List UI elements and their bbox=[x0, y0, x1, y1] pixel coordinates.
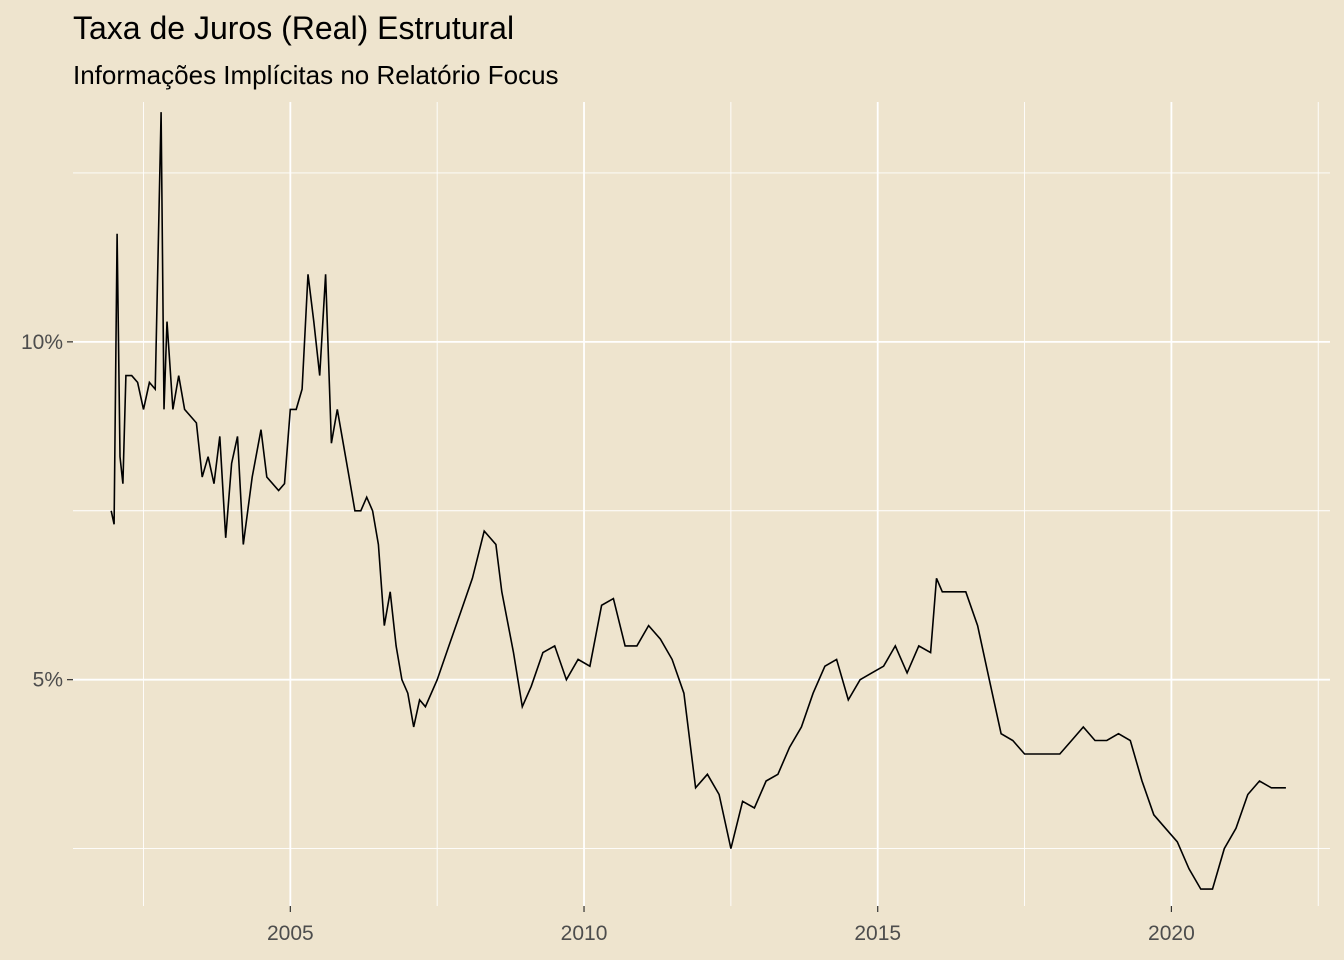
series-line bbox=[110, 112, 1286, 890]
y-tick-label: 5% bbox=[33, 669, 63, 692]
chart-title: Taxa de Juros (Real) Estrutural bbox=[73, 10, 515, 46]
x-tick-label: 2020 bbox=[1148, 922, 1195, 945]
x-tick-label: 2010 bbox=[561, 922, 608, 945]
x-tick-label: 2015 bbox=[854, 922, 901, 945]
x-tick-label: 2005 bbox=[267, 922, 314, 945]
y-tick-label: 10% bbox=[21, 331, 63, 354]
chart-subtitle: Informações Implícitas no Relatório Focu… bbox=[73, 60, 559, 90]
